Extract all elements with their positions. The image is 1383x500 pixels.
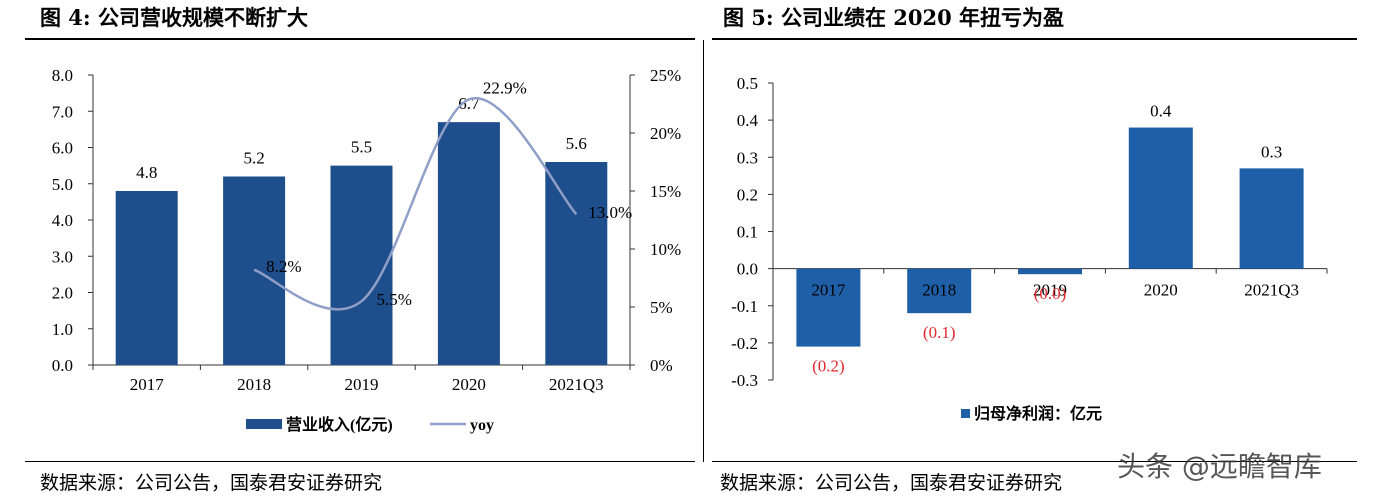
x-tick-label: 2019 — [345, 375, 379, 394]
revenue-bar-label: 5.6 — [566, 134, 587, 153]
x-tick-label: 2021Q3 — [1244, 281, 1299, 300]
source-note-right: 数据来源：公司公告，国泰君安证券研究 — [720, 472, 1063, 494]
right-tick-label: 20% — [650, 124, 681, 143]
right-tick-label: 5% — [650, 298, 673, 317]
left-tick-label: 2.0 — [52, 284, 73, 303]
net-profit-bar — [1128, 127, 1193, 269]
net-profit-bar-label: (0.1) — [923, 323, 956, 342]
yoy-point-label: 13.0% — [588, 203, 632, 222]
y-tick-label: 0.0 — [737, 260, 758, 279]
net-profit-bar-label: 0.3 — [1261, 142, 1282, 161]
revenue-bar — [437, 122, 500, 365]
revenue-bar — [115, 191, 178, 365]
y-tick-label: 0.3 — [737, 148, 758, 167]
left-tick-label: 8.0 — [52, 66, 73, 85]
right-tick-label: 10% — [650, 240, 681, 259]
legend-swatch — [961, 409, 970, 418]
legend-bar-label: 营业收入(亿元) — [286, 415, 393, 434]
right-tick-label: 0% — [650, 356, 673, 375]
left-tick-label: 3.0 — [52, 247, 73, 266]
bottom-rule-left — [25, 461, 695, 462]
x-tick-label: 2020 — [1144, 281, 1178, 300]
left-tick-label: 6.0 — [52, 139, 73, 158]
yoy-point-label: 8.2% — [266, 257, 301, 276]
y-tick-label: 0.1 — [737, 223, 758, 242]
left-tick-label: 0.0 — [52, 356, 73, 375]
x-tick-label: 2018 — [922, 281, 956, 300]
source-note-left: 数据来源：公司公告，国泰君安证券研究 — [40, 472, 383, 494]
legend-label: 归母净利润：亿元 — [974, 404, 1102, 423]
right-tick-label: 25% — [650, 66, 681, 85]
net-profit-bar — [907, 268, 972, 314]
y-tick-label: 0.4 — [737, 111, 759, 130]
net-profit-bar-label: (0.0) — [1034, 284, 1067, 303]
y-tick-label: -0.2 — [731, 334, 758, 353]
y-tick-label: -0.1 — [731, 297, 758, 316]
left-tick-label: 7.0 — [52, 102, 73, 121]
revenue-bar-label: 5.2 — [243, 149, 264, 168]
watermark: 头条 @远瞻智库 — [1117, 450, 1322, 483]
y-tick-label: 0.5 — [737, 74, 758, 93]
revenue-bar — [330, 165, 393, 365]
left-tick-label: 5.0 — [52, 175, 73, 194]
net-profit-bar-label: 0.4 — [1150, 102, 1172, 121]
net-profit-bar-label: (0.2) — [812, 357, 845, 376]
y-tick-label: 0.2 — [737, 185, 758, 204]
yoy-line — [253, 96, 578, 311]
title-rule-left — [25, 38, 695, 40]
revenue-bar — [545, 162, 608, 365]
x-tick-label: 2017 — [811, 281, 846, 300]
legend-bar-swatch — [246, 419, 282, 429]
x-tick-label: 2019 — [1033, 281, 1067, 300]
x-tick-label: 2020 — [452, 375, 486, 394]
x-tick-label: 2017 — [130, 375, 165, 394]
y-tick-label: -0.3 — [731, 371, 758, 390]
net-profit-bar — [1239, 168, 1304, 269]
figure-5-title: 图 5: 公司业绩在 2020 年扭亏为盈 — [723, 5, 1065, 30]
net-profit-chart: -0.3 -0.2 -0.1 0.0 0.1 0.2 0.3 0.4 0.5 2017 (0.2) 2… — [731, 74, 1328, 423]
revenue-bar-label: 4.8 — [136, 163, 157, 182]
net-profit-bar — [796, 268, 861, 347]
yoy-point-label: 22.9% — [483, 78, 527, 97]
legend-line-label: yoy — [470, 417, 494, 434]
x-tick-label: 2021Q3 — [549, 375, 604, 394]
title-rule-right — [712, 38, 1357, 40]
left-tick-label: 1.0 — [52, 320, 73, 339]
x-tick-label: 2018 — [237, 375, 271, 394]
left-tick-label: 4.0 — [52, 211, 73, 230]
figure-4-title: 图 4: 公司营收规模不断扩大 — [40, 5, 308, 30]
bottom-rule-right — [712, 461, 1357, 462]
right-tick-label: 15% — [650, 182, 681, 201]
revenue-chart: 0.0 1.0 2.0 3.0 4.0 5.0 6.0 7.0 8.0 0% 5% 10% 15% 20%… — [52, 66, 681, 434]
net-profit-bar — [1018, 268, 1082, 275]
revenue-bar-label: 5.5 — [351, 138, 372, 157]
yoy-point-label: 5.5% — [377, 290, 412, 309]
panel-divider — [703, 40, 704, 462]
